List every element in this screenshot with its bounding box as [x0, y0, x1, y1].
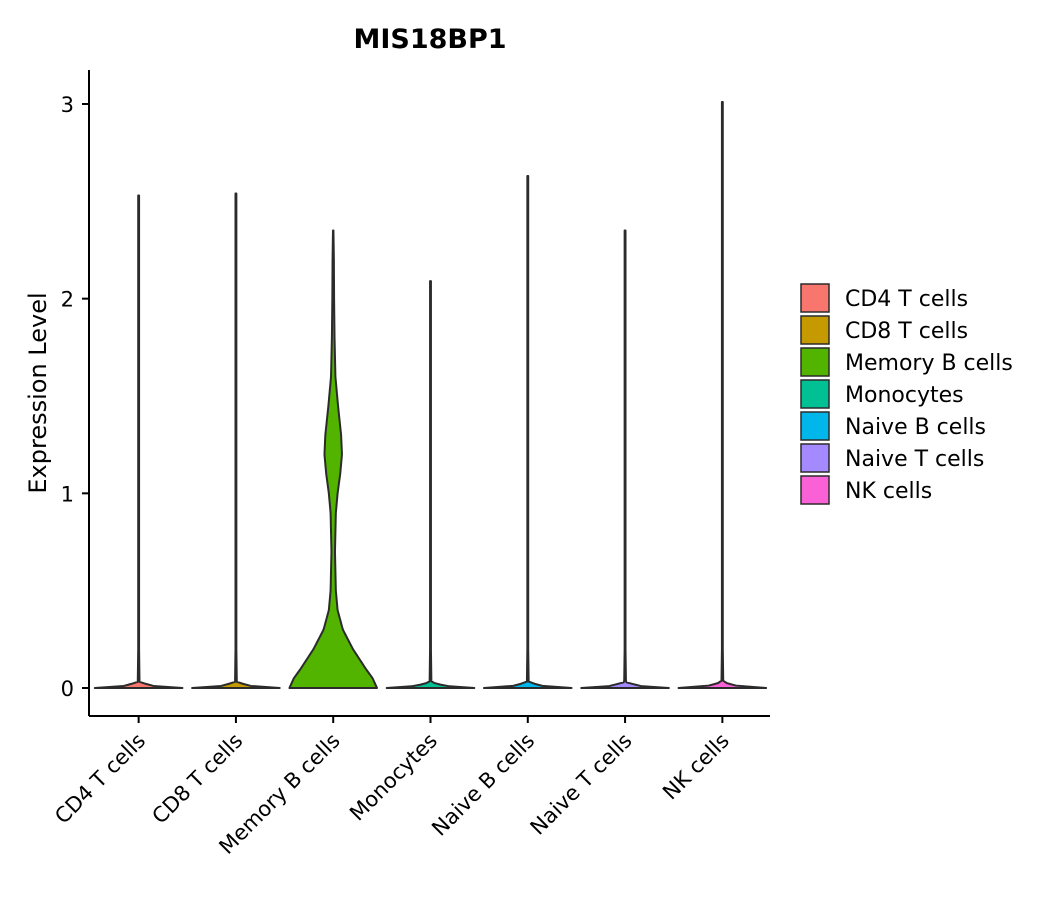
y-axis-ticks: 0 1 2 3: [61, 93, 89, 701]
legend-label-cd4-t-cells: CD4 T cells: [845, 287, 968, 312]
x-tick-label: Monocytes: [345, 729, 442, 826]
violin-monocytes: [385, 280, 476, 689]
legend-swatch-naive-t-cells: [800, 443, 830, 473]
x-tick-label: CD4 T cells: [50, 729, 150, 829]
y-tick-label: 3: [61, 93, 74, 117]
violin-memory-b-cells: [288, 229, 378, 689]
y-tick-label: 0: [61, 677, 74, 701]
plot-area: [93, 101, 768, 689]
legend-swatch-cd8-t-cells: [800, 315, 830, 345]
legend-swatch-monocytes: [800, 379, 830, 409]
violin-naive-t-cells: [580, 229, 670, 689]
legend-swatch-cd4-t-cells: [800, 283, 830, 313]
x-tick-label: CD8 T cells: [147, 729, 247, 829]
legend-swatch-memory-b-cells: [800, 347, 830, 377]
y-tick-label: 2: [61, 288, 74, 312]
y-axis-title: Expression Level: [24, 292, 52, 493]
legend: CD4 T cells CD8 T cells Memory B cells Mono…: [800, 283, 1013, 505]
violin-nk-cells: [677, 101, 768, 689]
legend-label-naive-t-cells: Naive T cells: [845, 447, 984, 472]
legend-swatch-nk-cells: [800, 475, 830, 505]
legend-label-naive-b-cells: Naive B cells: [845, 415, 986, 440]
y-tick-label: 1: [61, 482, 74, 506]
violin-cd4-t-cells: [93, 194, 184, 689]
legend-label-nk-cells: NK cells: [845, 479, 932, 504]
chart-title: MIS18BP1: [353, 24, 506, 55]
legend-swatch-naive-b-cells: [800, 411, 830, 441]
legend-label-cd8-t-cells: CD8 T cells: [845, 319, 968, 344]
violin-naive-b-cells: [483, 175, 573, 689]
legend-label-monocytes: Monocytes: [845, 383, 964, 408]
x-tick-label: NK cells: [658, 729, 734, 805]
x-tick-label: Naive T cells: [526, 729, 637, 840]
violin-cd8-t-cells: [191, 192, 281, 689]
legend-label-memory-b-cells: Memory B cells: [845, 351, 1013, 376]
x-tick-label: Naive B cells: [427, 729, 539, 841]
